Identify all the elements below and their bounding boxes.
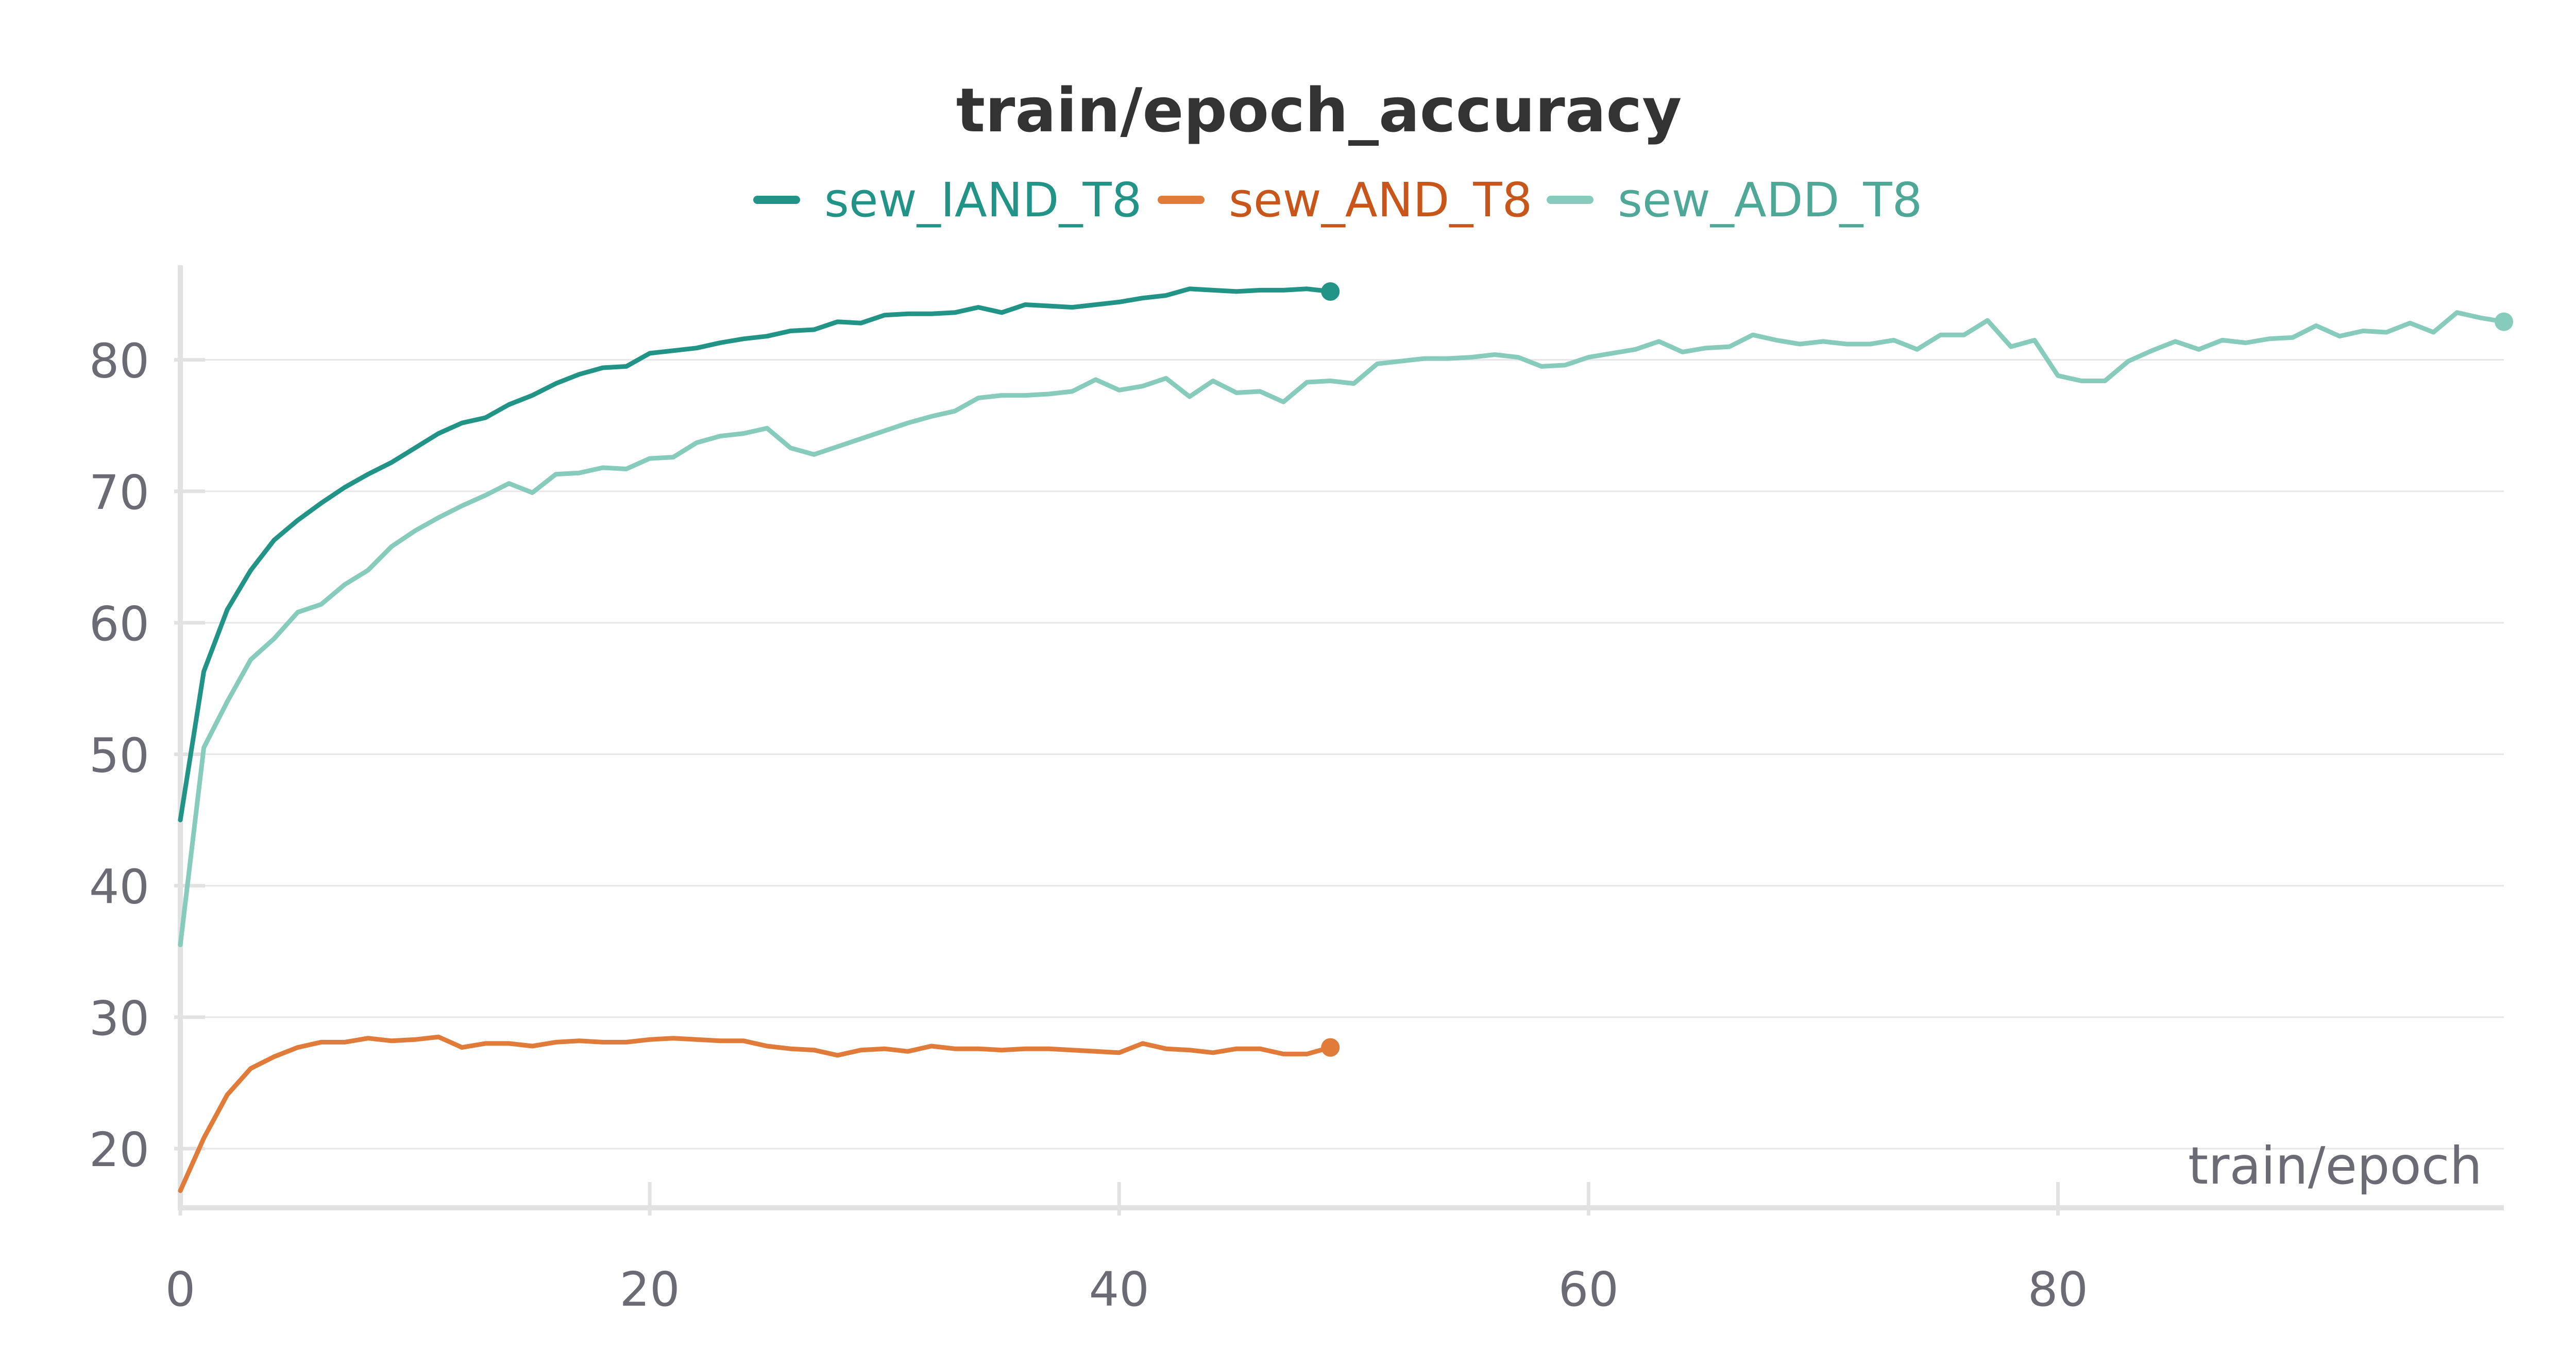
- y-tick-label: 20: [89, 1122, 149, 1177]
- legend-item-sew-iand-t8[interactable]: sew_IAND_T8: [753, 173, 1142, 228]
- x-axis-label: train/epoch: [2188, 1136, 2482, 1196]
- y-tick-label: 80: [89, 334, 149, 389]
- series-end-point-sew-iand-t8: [1321, 282, 1340, 301]
- series-line-sew-add-t8: [178, 310, 2506, 947]
- x-tick-label: 80: [2028, 1262, 2088, 1317]
- x-axis-ticks: 0 20 40 60 80: [165, 1182, 2088, 1317]
- y-tick-label: 30: [89, 991, 149, 1046]
- x-tick-label: 60: [1558, 1262, 1619, 1317]
- series-lines: [178, 282, 2513, 1193]
- legend-label: sew_IAND_T8: [824, 173, 1142, 228]
- y-tick-label: 70: [89, 465, 149, 520]
- x-tick-label: 40: [1089, 1262, 1149, 1317]
- axes: [178, 265, 2504, 1210]
- chart-title: train/epoch_accuracy: [956, 75, 1682, 146]
- series-line-sew-iand-t8: [178, 286, 1333, 823]
- y-tick-label: 40: [89, 860, 149, 915]
- legend[interactable]: sew_IAND_T8 sew_AND_T8 sew_ADD_T8: [753, 173, 1922, 228]
- legend-label: sew_AND_T8: [1229, 173, 1532, 228]
- series-end-point-sew-add-t8: [2495, 312, 2513, 331]
- series-line-sew-and-t8: [178, 1034, 1333, 1193]
- legend-item-sew-and-t8[interactable]: sew_AND_T8: [1158, 173, 1532, 228]
- x-tick-label: 0: [165, 1262, 196, 1317]
- y-tick-label: 60: [89, 596, 149, 652]
- legend-item-sew-add-t8[interactable]: sew_ADD_T8: [1547, 173, 1922, 228]
- y-tick-label: 50: [89, 728, 149, 783]
- legend-label: sew_ADD_T8: [1618, 173, 1922, 228]
- series-end-point-sew-and-t8: [1321, 1038, 1340, 1057]
- y-axis-ticks: 20 30 40 50 60 70 80: [89, 334, 205, 1177]
- grid-lines: [191, 359, 2504, 1150]
- x-tick-label: 20: [620, 1262, 680, 1317]
